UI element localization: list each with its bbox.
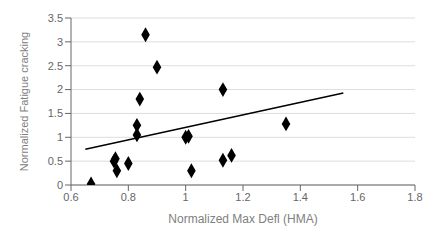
svg-text:0.6: 0.6 <box>63 191 78 203</box>
svg-text:1: 1 <box>183 191 189 203</box>
svg-text:3.5: 3.5 <box>48 12 63 24</box>
svg-text:2.5: 2.5 <box>48 60 63 72</box>
svg-text:Normalized Fatigue cracking: Normalized Fatigue cracking <box>18 32 30 171</box>
svg-text:1.5: 1.5 <box>48 107 63 119</box>
svg-text:1: 1 <box>57 131 63 143</box>
svg-text:0.8: 0.8 <box>121 191 136 203</box>
svg-text:1.6: 1.6 <box>350 191 365 203</box>
svg-text:0.5: 0.5 <box>48 155 63 167</box>
svg-text:0: 0 <box>57 179 63 191</box>
svg-text:2: 2 <box>57 83 63 95</box>
svg-text:1.4: 1.4 <box>293 191 308 203</box>
svg-text:Normalized Max Defl (HMA): Normalized Max Defl (HMA) <box>168 212 317 226</box>
svg-text:1.2: 1.2 <box>235 191 250 203</box>
svg-text:1.8: 1.8 <box>407 191 422 203</box>
svg-text:3: 3 <box>57 36 63 48</box>
